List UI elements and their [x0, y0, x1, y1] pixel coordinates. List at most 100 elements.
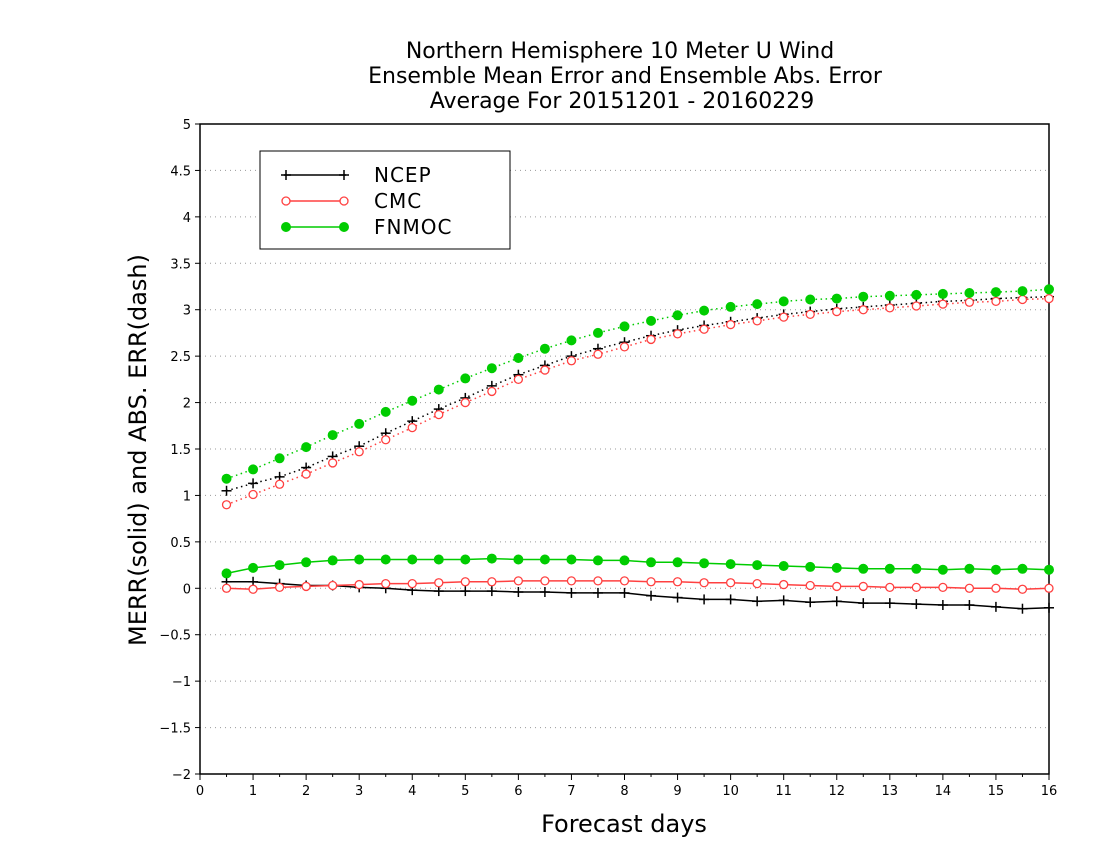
open-circle-marker — [619, 342, 630, 352]
open-circle-marker — [593, 349, 603, 359]
x-tick-label: 16 — [1041, 784, 1058, 799]
filled-circle-marker — [990, 564, 1001, 575]
filled-circle-marker — [248, 464, 259, 475]
filled-circle-marker — [513, 554, 524, 565]
filled-circle-marker — [486, 553, 497, 564]
y-tick-label: 1.5 — [170, 443, 191, 458]
open-circle-marker — [540, 576, 550, 586]
plus-marker — [964, 600, 975, 610]
series-line-fnmoc-mean-error — [226, 557, 1050, 575]
plus-marker — [460, 586, 471, 597]
open-circle-marker — [513, 576, 524, 586]
y-tick-label: 4 — [183, 211, 191, 226]
filled-circle-marker — [433, 554, 444, 565]
filled-circle-marker — [380, 554, 391, 565]
open-circle-marker — [885, 303, 895, 313]
open-circle-marker — [1044, 293, 1054, 304]
open-circle-marker — [407, 578, 417, 589]
plus-marker — [990, 601, 1001, 612]
filled-circle-marker — [301, 557, 312, 568]
open-circle-marker — [938, 299, 948, 309]
open-circle-marker — [487, 577, 497, 587]
plus-marker — [619, 587, 630, 598]
plus-marker — [937, 600, 948, 610]
open-circle-marker — [540, 365, 550, 375]
plus-marker — [433, 586, 444, 597]
filled-circle-marker — [884, 290, 895, 301]
x-tick-label: 7 — [567, 784, 575, 799]
open-circle-marker — [858, 305, 868, 315]
filled-circle-marker — [937, 288, 948, 299]
series-line-ncep-mean-error — [226, 581, 1050, 610]
open-circle-marker — [274, 582, 285, 593]
open-circle-marker — [248, 584, 258, 594]
filled-circle-marker — [805, 294, 816, 305]
open-circle-marker — [725, 319, 736, 330]
series-line-cmc-mean-error — [226, 580, 1050, 590]
filled-circle-marker — [280, 221, 291, 232]
open-circle-marker — [460, 397, 470, 408]
filled-circle-marker — [884, 563, 895, 574]
filled-circle-marker — [566, 554, 577, 565]
filled-circle-marker — [858, 291, 869, 302]
filled-circle-marker — [221, 568, 232, 579]
filled-circle-marker — [539, 343, 550, 354]
title-line-2: Ensemble Mean Error and Ensemble Abs. Er… — [368, 64, 883, 89]
series-ncep-abs-error — [221, 291, 1054, 496]
filled-circle-marker — [566, 335, 577, 346]
x-tick-label: 10 — [722, 784, 739, 799]
filled-circle-marker — [831, 293, 842, 304]
open-circle-marker — [328, 458, 338, 468]
plus-marker — [884, 598, 895, 609]
x-tick-label: 4 — [408, 784, 416, 799]
open-circle-marker — [779, 579, 789, 590]
open-circle-marker — [832, 306, 842, 317]
plus-marker — [672, 592, 683, 603]
filled-circle-marker — [699, 305, 710, 316]
open-circle-marker — [646, 577, 656, 587]
x-axis-title: Forecast days — [541, 810, 707, 838]
open-circle-marker — [911, 301, 921, 311]
open-circle-marker — [328, 580, 338, 591]
plus-marker — [858, 598, 869, 609]
open-circle-marker — [301, 581, 311, 592]
x-tick-label: 5 — [461, 784, 469, 799]
plus-marker — [725, 594, 736, 605]
filled-circle-marker — [433, 384, 444, 395]
y-tick-label: 3.5 — [170, 257, 191, 272]
plus-marker — [513, 587, 524, 597]
chart-title: Northern Hemisphere 10 Meter U Wind Ense… — [368, 39, 883, 114]
filled-circle-marker — [301, 442, 312, 453]
filled-circle-marker — [513, 352, 524, 363]
open-circle-marker — [991, 583, 1001, 593]
filled-circle-marker — [274, 453, 285, 464]
filled-circle-marker — [327, 555, 338, 566]
series-line-cmc-abs-error — [226, 297, 1050, 506]
open-circle-marker — [221, 500, 232, 510]
open-circle-marker — [779, 312, 789, 322]
filled-circle-marker — [911, 289, 922, 300]
open-circle-marker — [699, 324, 709, 334]
open-circle-marker — [566, 356, 577, 366]
open-circle-marker — [964, 297, 975, 307]
filled-circle-marker — [539, 554, 550, 565]
y-tick-label: 1 — [183, 489, 191, 504]
open-circle-marker — [964, 583, 975, 593]
axis-ticks: 54.543.532.521.510.50−0.5−1−1.5−20 1 2 3 4 5 6… — [159, 118, 1057, 799]
y-tick-label: 3 — [183, 304, 191, 319]
legend-item-fnmoc: FNMOC — [280, 215, 451, 239]
filled-circle-marker — [338, 221, 349, 232]
title-line-3: Average For 20151201 - 20160229 — [430, 89, 815, 114]
x-tick-label: 6 — [514, 784, 522, 799]
open-circle-marker — [513, 374, 524, 385]
filled-circle-marker — [221, 473, 232, 484]
plus-marker — [805, 597, 816, 608]
y-tick-label: −1 — [172, 675, 191, 690]
filled-circle-marker — [592, 555, 603, 566]
x-tick-label: 14 — [935, 784, 952, 799]
filled-circle-marker — [778, 296, 789, 307]
filled-circle-marker — [911, 563, 922, 574]
legend-item-cmc: CMC — [281, 189, 421, 213]
open-circle-marker — [672, 577, 683, 587]
